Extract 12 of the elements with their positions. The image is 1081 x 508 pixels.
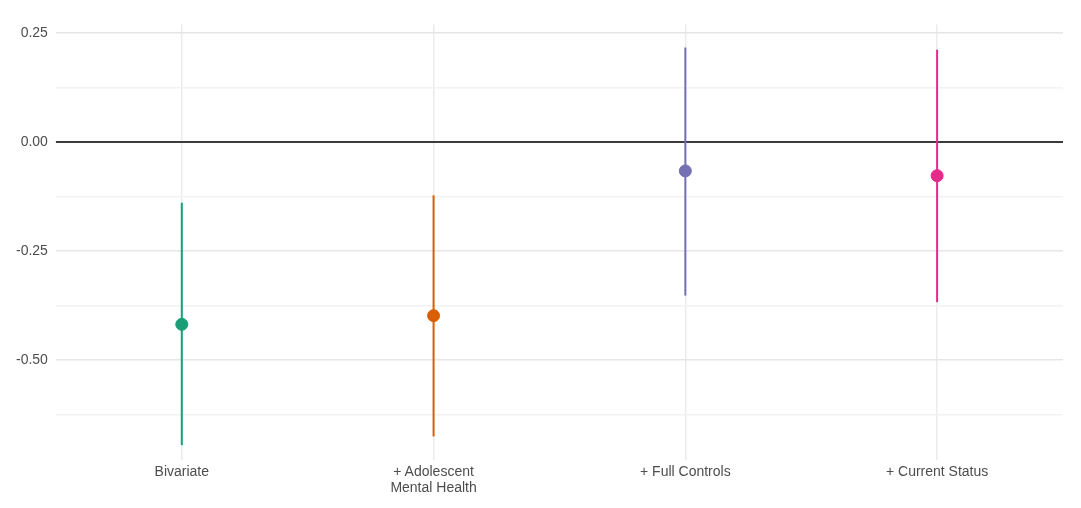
y-tick-label: -0.25 — [15, 241, 49, 258]
y-tick-label: -0.50 — [15, 350, 49, 367]
x-tick-label: Bivariate — [154, 462, 210, 479]
x-tick-label: + Current Status — [885, 462, 989, 479]
point — [930, 169, 944, 183]
x-tick-label: + Adolescent Mental Health — [390, 462, 477, 496]
x-tick-label: + Full Controls — [640, 462, 731, 479]
y-tick-label: 0.25 — [20, 23, 49, 40]
y-tick-label: 0.00 — [20, 132, 49, 149]
point — [175, 317, 189, 331]
point — [678, 164, 692, 178]
point — [427, 309, 441, 323]
